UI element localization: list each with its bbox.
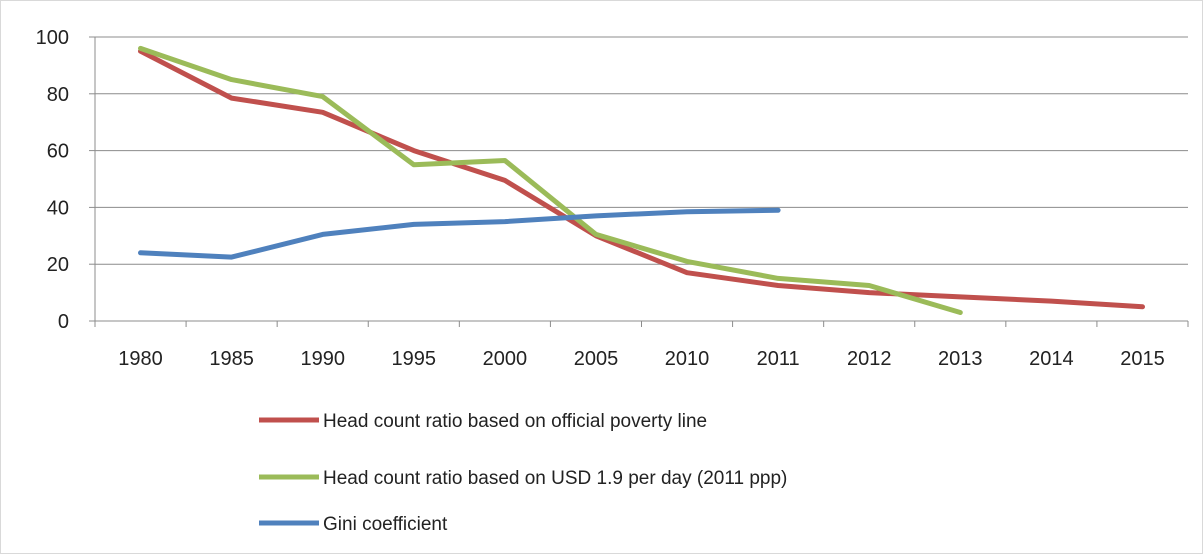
x-tick-label: 2015 <box>1120 348 1165 370</box>
series-line-2 <box>138 45 963 315</box>
series-line-3 <box>138 207 781 260</box>
legend-label-1: Head count ratio based on official pover… <box>323 411 707 432</box>
axes <box>89 36 1189 327</box>
x-tick-label: 2005 <box>574 348 619 370</box>
gridlines <box>95 36 1188 265</box>
y-tick-label: 40 <box>47 197 69 219</box>
x-tick-label: 1995 <box>392 348 437 370</box>
x-tick-label: 1990 <box>300 348 345 370</box>
y-tick-label: 60 <box>47 141 69 163</box>
x-tick-label: 1985 <box>209 348 254 370</box>
x-tick-label: 2013 <box>938 348 983 370</box>
y-tick-label: 80 <box>47 84 69 106</box>
legend: Head count ratio based on official pover… <box>259 411 787 535</box>
x-tick-label: 2000 <box>483 348 528 370</box>
y-axis-tick-labels: 0 20 40 60 80 100 <box>36 27 69 333</box>
x-tick-label: 2014 <box>1029 348 1074 370</box>
x-tick-label: 2011 <box>757 348 800 370</box>
x-axis-tick-labels: 1980 1985 1990 1995 2000 2005 2010 2011 2012 2013… <box>118 348 1164 370</box>
series-line-1 <box>138 48 1145 310</box>
series-lines <box>138 45 1145 315</box>
legend-label-3: Gini coefficient <box>323 514 448 535</box>
x-tick-label: 2010 <box>665 348 710 370</box>
y-tick-label: 0 <box>58 311 69 333</box>
y-tick-label: 20 <box>47 254 69 276</box>
y-tick-label: 100 <box>36 27 69 49</box>
legend-label-2: Head count ratio based on USD 1.9 per da… <box>323 468 787 489</box>
x-tick-label: 2012 <box>847 348 892 370</box>
x-tick-label: 1980 <box>118 348 163 370</box>
